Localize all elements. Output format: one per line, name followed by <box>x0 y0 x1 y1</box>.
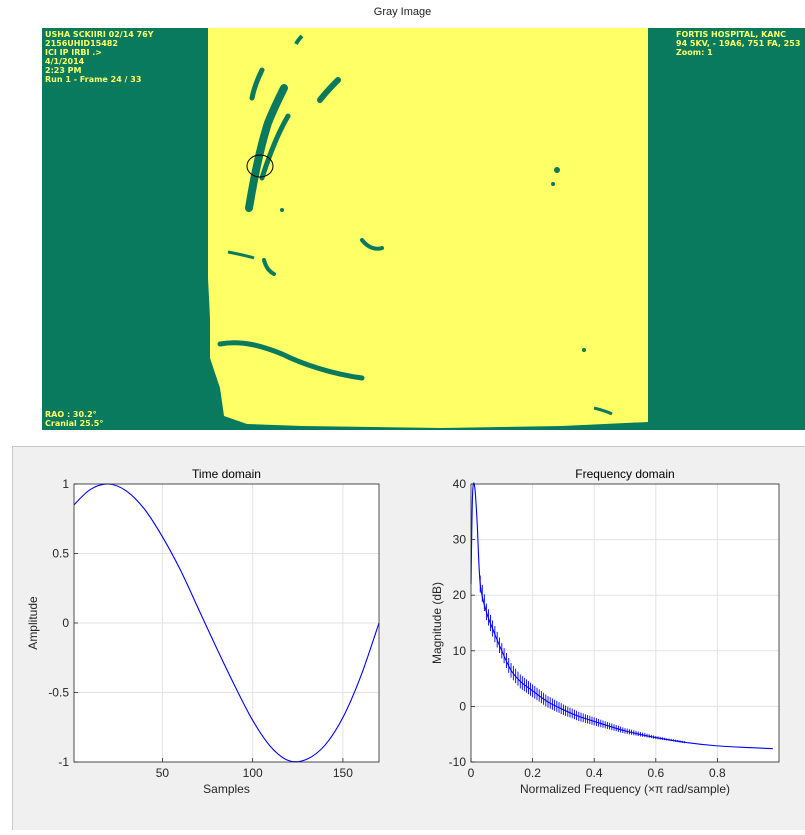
chart-title: Time domain <box>192 467 261 481</box>
overlay-top-right-line: Zoom: 1 <box>676 48 713 57</box>
x-tick-label: 0.8 <box>709 766 726 780</box>
y-axis-label: Magnitude (dB) <box>430 582 444 664</box>
x-axis-label: Samples <box>203 782 250 796</box>
y-tick-label: 1 <box>62 477 69 491</box>
x-tick-label: 50 <box>156 766 170 780</box>
overlay-top-left-line: 2156UHID15482 <box>45 39 118 48</box>
y-axis-label: Amplitude <box>26 596 40 650</box>
overlay-top-left-line: 2:23 PM <box>45 66 82 75</box>
gray-image: USHA SCKIIRI 02/14 76Y 2156UHID15482 ICI I… <box>42 28 805 430</box>
y-tick-label: 40 <box>453 477 467 491</box>
overlay-bottom-left: RAO : 30.2° Cranial 25.5° <box>45 410 103 428</box>
y-tick-label: 0 <box>459 699 466 713</box>
y-tick-label: 0.5 <box>52 547 69 561</box>
x-tick-label: 0 <box>468 766 475 780</box>
x-tick-label: 0.2 <box>524 766 541 780</box>
overlay-top-left-line: 4/1/2014 <box>45 57 85 66</box>
y-tick-label: -0.5 <box>48 686 69 700</box>
x-axis-label: Normalized Frequency (×π rad/sample) <box>520 782 730 796</box>
y-tick-label: 0 <box>62 616 69 630</box>
y-tick-label: -10 <box>449 755 467 769</box>
binary-image <box>42 28 805 430</box>
overlay-top-left-line: USHA SCKIIRI 02/14 76Y <box>45 30 154 39</box>
chart-title: Frequency domain <box>575 467 674 481</box>
x-tick-label: 0.4 <box>586 766 603 780</box>
overlay-top-right-line: FORTIS HOSPITAL, KANC <box>676 30 787 39</box>
overlay-top-right: FORTIS HOSPITAL, KANC 94 5KV, - 19A6, 751… <box>676 30 800 57</box>
x-tick-label: 0.6 <box>647 766 664 780</box>
overlay-bottom-left-line: Cranial 25.5° <box>45 419 104 428</box>
x-tick-label: 100 <box>243 766 263 780</box>
overlay-top-left-line: Run 1 - Frame 24 / 33 <box>45 75 142 84</box>
y-tick-label: 10 <box>453 644 467 658</box>
series-ripple <box>479 575 685 744</box>
figure-title: Gray Image <box>373 6 432 18</box>
plot-area <box>471 484 779 762</box>
y-tick-label: 20 <box>453 588 467 602</box>
overlay-top-right-line: 94 5KV, - 19A6, 751 FA, 253 <box>676 39 801 48</box>
x-tick-label: 150 <box>333 766 353 780</box>
overlay-bottom-right: W 1 <box>418 418 436 427</box>
region-marker <box>246 154 274 178</box>
overlay-top-left: USHA SCKIIRI 02/14 76Y 2156UHID15482 ICI I… <box>45 30 154 84</box>
plot-panel: 50 100 150 -1 -0.5 0 0.5 1 Time domain Samples Amp… <box>12 446 805 830</box>
overlay-top-left-line: ICI IP IRBI .> <box>45 48 102 57</box>
axes-box <box>470 483 780 763</box>
overlay-bottom-left-line: RAO : 30.2° <box>45 410 97 419</box>
series-line <box>73 483 380 763</box>
y-tick-label: -1 <box>58 755 69 769</box>
y-tick-label: 30 <box>453 533 467 547</box>
